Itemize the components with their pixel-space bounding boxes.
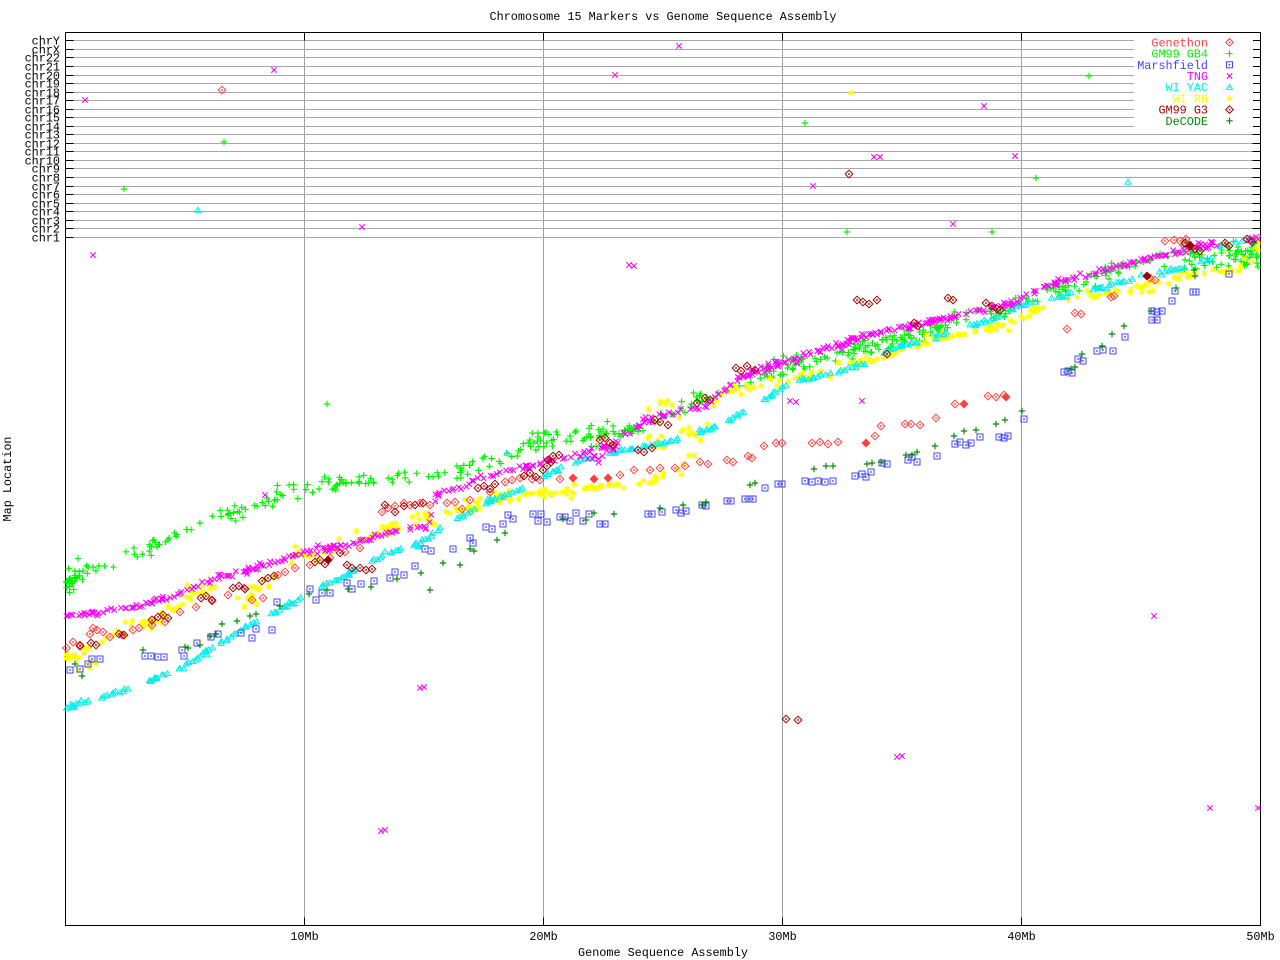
svg-text:chr14: chr14 bbox=[25, 121, 60, 135]
svg-text:chr7: chr7 bbox=[32, 181, 60, 195]
svg-text:chr13: chr13 bbox=[25, 129, 60, 143]
svg-text:10Mb: 10Mb bbox=[290, 930, 318, 944]
svg-text:chr8: chr8 bbox=[32, 172, 60, 186]
svg-text:chr17: chr17 bbox=[25, 95, 60, 109]
svg-text:chr22: chr22 bbox=[25, 52, 60, 66]
svg-text:chr16: chr16 bbox=[25, 104, 60, 118]
svg-text:chrY: chrY bbox=[32, 35, 60, 49]
svg-text:GM99 G3: GM99 G3 bbox=[1158, 104, 1208, 118]
svg-text:TNG: TNG bbox=[1187, 70, 1208, 84]
svg-text:chr6: chr6 bbox=[32, 189, 60, 203]
svg-text:chr9: chr9 bbox=[32, 163, 60, 177]
svg-text:chr3: chr3 bbox=[32, 215, 60, 229]
svg-text:Chromosome 15 Markers vs Genom: Chromosome 15 Markers vs Genome Sequence… bbox=[490, 10, 837, 24]
svg-text:chr19: chr19 bbox=[25, 78, 60, 92]
svg-text:chr12: chr12 bbox=[25, 138, 60, 152]
svg-text:Genethon: Genethon bbox=[1151, 36, 1208, 50]
svg-text:40Mb: 40Mb bbox=[1007, 930, 1035, 944]
svg-text:chr21: chr21 bbox=[25, 61, 60, 75]
svg-text:chr2: chr2 bbox=[32, 223, 60, 237]
svg-text:30Mb: 30Mb bbox=[768, 930, 796, 944]
svg-text:20Mb: 20Mb bbox=[529, 930, 557, 944]
svg-text:WI YAC: WI YAC bbox=[1166, 81, 1208, 95]
svg-text:chr10: chr10 bbox=[25, 155, 60, 169]
svg-text:GM99 GB4: GM99 GB4 bbox=[1151, 48, 1208, 62]
svg-text:WI RH: WI RH bbox=[1173, 92, 1208, 106]
svg-text:chr5: chr5 bbox=[32, 198, 60, 212]
svg-text:Genome Sequence Assembly: Genome Sequence Assembly bbox=[578, 946, 748, 960]
svg-text:chr15: chr15 bbox=[25, 112, 60, 126]
svg-text:50Mb: 50Mb bbox=[1246, 930, 1274, 944]
svg-text:chr11: chr11 bbox=[25, 146, 60, 160]
svg-text:chr18: chr18 bbox=[25, 87, 60, 101]
svg-text:chr20: chr20 bbox=[25, 70, 60, 84]
svg-text:chr1: chr1 bbox=[32, 232, 60, 246]
svg-text:chr4: chr4 bbox=[32, 206, 60, 220]
svg-text:DeCODE: DeCODE bbox=[1166, 115, 1208, 129]
svg-text:Map Location: Map Location bbox=[1, 437, 15, 522]
svg-text:chrX: chrX bbox=[32, 44, 60, 58]
svg-text:Marshfield: Marshfield bbox=[1137, 59, 1208, 73]
